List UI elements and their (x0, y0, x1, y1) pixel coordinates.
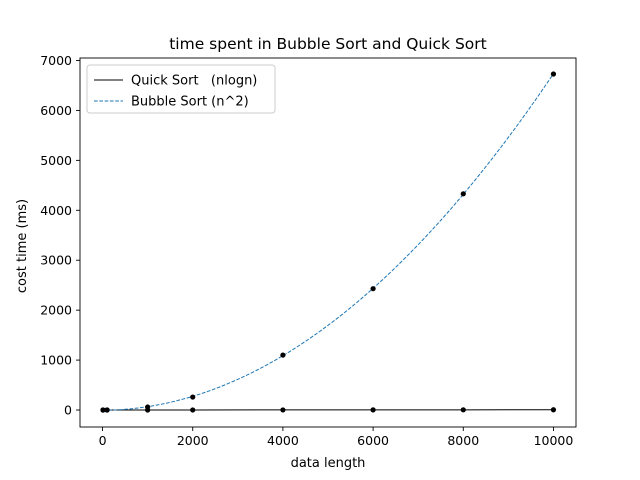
x-tick-label: 8000 (447, 433, 479, 448)
y-tick-label: 3000 (40, 253, 72, 268)
y-tick-label: 1000 (40, 353, 72, 368)
data-point (370, 407, 376, 413)
x-tick-label: 10000 (534, 433, 574, 448)
data-point (370, 286, 376, 292)
data-point (280, 352, 286, 358)
y-tick-label: 2000 (40, 303, 72, 318)
data-point (460, 191, 466, 197)
data-point (104, 407, 110, 413)
data-point (100, 407, 106, 413)
x-tick-label: 0 (99, 433, 107, 448)
x-tick-label: 4000 (267, 433, 299, 448)
x-tick-label: 6000 (357, 433, 389, 448)
y-axis-label: cost time (ms) (15, 199, 30, 293)
y-tick-label: 7000 (40, 53, 72, 68)
legend-box (86, 64, 276, 114)
data-point (550, 407, 557, 413)
legend-label-1: Bubble Sort (n^2) (131, 95, 249, 110)
axes-frame (79, 57, 577, 428)
legend-label-0: Quick Sort (nlogn) (131, 74, 257, 89)
data-point (460, 407, 466, 413)
x-tick-label: 2000 (177, 433, 209, 448)
x-axis-label: data length (291, 456, 366, 471)
y-tick-label: 6000 (40, 103, 72, 118)
data-point (190, 407, 196, 413)
series-line-1 (102, 73, 554, 411)
y-tick-label: 0 (64, 403, 72, 418)
data-point (280, 407, 286, 413)
legend: Quick Sort (nlogn) Bubble Sort (n^2) (86, 64, 276, 114)
data-point (190, 394, 196, 400)
data-point (145, 407, 151, 413)
chart-title: time spent in Bubble Sort and Quick Sort (169, 35, 487, 53)
axes-ticks: 0 2000 4000 6000 8000 10000 0 1000 2000 3000 4000 5… (40, 53, 573, 448)
y-tick-label: 4000 (40, 203, 72, 218)
plot-area (79, 57, 577, 428)
y-tick-label: 5000 (40, 153, 72, 168)
data-point (550, 71, 557, 77)
